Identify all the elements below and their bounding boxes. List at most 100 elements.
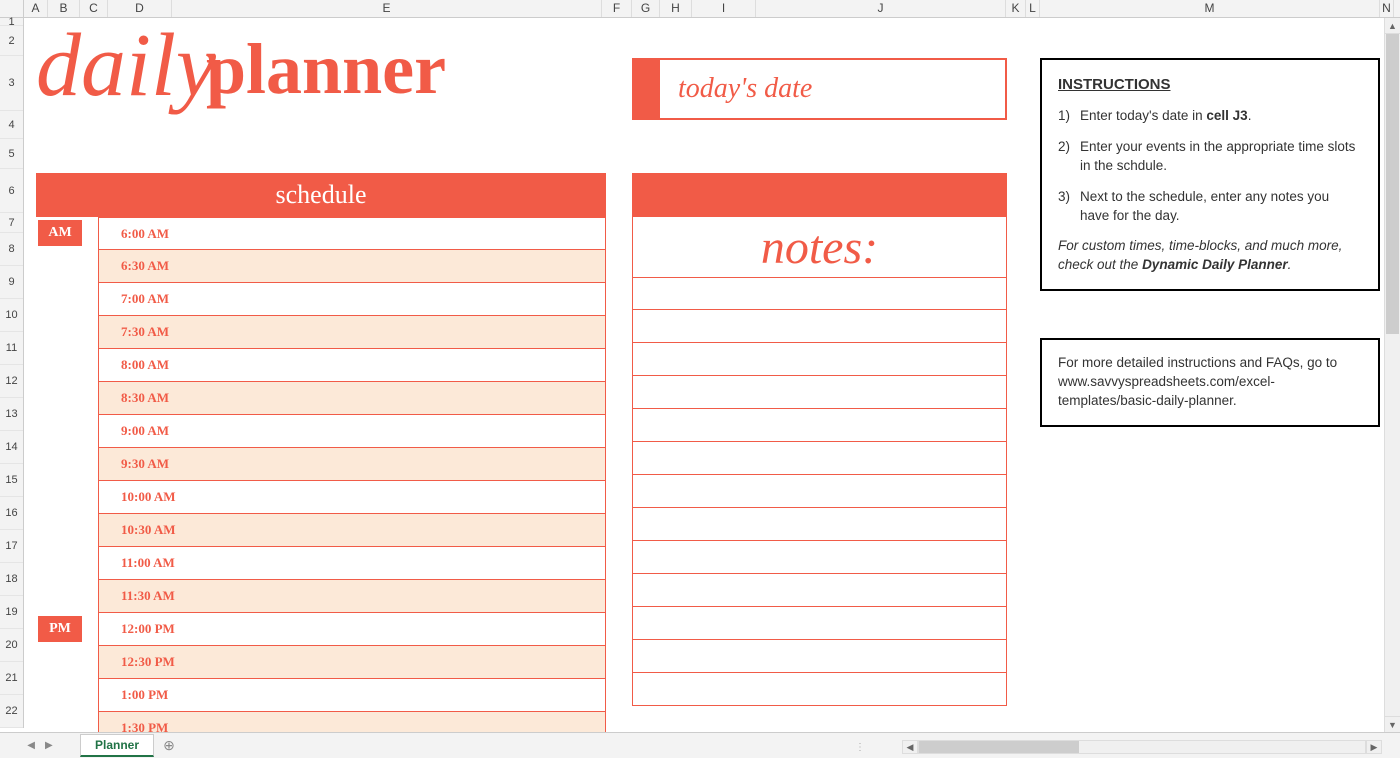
row-header-15[interactable]: 15 <box>0 464 23 497</box>
horizontal-scrollbar[interactable]: ◀ ▶ <box>902 738 1382 756</box>
notes-lines[interactable] <box>632 277 1007 706</box>
col-header-H[interactable]: H <box>660 0 692 17</box>
worksheet-area[interactable]: daily planner today's date schedule AM6:… <box>24 18 1384 732</box>
schedule-row[interactable]: 11:30 AM <box>36 580 606 613</box>
time-slot[interactable]: 10:30 AM <box>98 514 606 547</box>
col-header-F[interactable]: F <box>602 0 632 17</box>
row-header-17[interactable]: 17 <box>0 530 23 563</box>
note-line[interactable] <box>632 442 1007 475</box>
hscroll-thumb[interactable] <box>919 741 1079 753</box>
schedule-row[interactable]: 10:00 AM <box>36 481 606 514</box>
note-line[interactable] <box>632 409 1007 442</box>
col-header-M[interactable]: M <box>1040 0 1380 17</box>
note-line[interactable] <box>632 508 1007 541</box>
row-header-2[interactable]: 2 <box>0 26 23 56</box>
time-slot[interactable]: 9:00 AM <box>98 415 606 448</box>
row-header-22[interactable]: 22 <box>0 695 23 728</box>
time-slot[interactable]: 11:00 AM <box>98 547 606 580</box>
row-header-6[interactable]: 6 <box>0 169 23 213</box>
time-slot[interactable]: 12:00 PM <box>98 613 606 646</box>
col-header-C[interactable]: C <box>80 0 108 17</box>
vertical-scrollbar[interactable]: ▲ ▼ <box>1384 18 1400 732</box>
schedule-row[interactable]: 11:00 AM <box>36 547 606 580</box>
schedule-row[interactable]: AM6:00 AM <box>36 217 606 250</box>
row-header-12[interactable]: 12 <box>0 365 23 398</box>
row-header-21[interactable]: 21 <box>0 662 23 695</box>
schedule-row[interactable]: 6:30 AM <box>36 250 606 283</box>
hscroll-track[interactable] <box>918 740 1366 754</box>
note-line[interactable] <box>632 376 1007 409</box>
time-slot[interactable]: 6:30 AM <box>98 250 606 283</box>
date-box[interactable]: today's date <box>632 58 1007 120</box>
row-header-3[interactable]: 3 <box>0 56 23 111</box>
note-line[interactable] <box>632 541 1007 574</box>
note-line[interactable] <box>632 607 1007 640</box>
select-all-cell[interactable] <box>0 0 24 17</box>
time-slot[interactable]: 10:00 AM <box>98 481 606 514</box>
time-slot[interactable]: 9:30 AM <box>98 448 606 481</box>
schedule-row[interactable]: 10:30 AM <box>36 514 606 547</box>
row-header-11[interactable]: 11 <box>0 332 23 365</box>
row-header-1[interactable]: 1 <box>0 18 23 26</box>
hscroll-right-button[interactable]: ▶ <box>1366 740 1382 754</box>
row-header-16[interactable]: 16 <box>0 497 23 530</box>
add-sheet-button[interactable]: ⊕ <box>154 737 184 754</box>
tab-prev-icon[interactable]: ◀ <box>27 740 35 751</box>
time-slot[interactable]: 7:30 AM <box>98 316 606 349</box>
schedule-row[interactable]: 1:30 PM <box>36 712 606 732</box>
note-line[interactable] <box>632 475 1007 508</box>
time-slot[interactable]: 1:00 PM <box>98 679 606 712</box>
col-header-N[interactable]: N <box>1380 0 1394 17</box>
col-header-A[interactable]: A <box>24 0 48 17</box>
row-header-14[interactable]: 14 <box>0 431 23 464</box>
col-header-D[interactable]: D <box>108 0 172 17</box>
note-line[interactable] <box>632 574 1007 607</box>
row-header-20[interactable]: 20 <box>0 629 23 662</box>
hscroll-left-button[interactable]: ◀ <box>902 740 918 754</box>
note-line[interactable] <box>632 640 1007 673</box>
tab-nav-arrows[interactable]: ◀ ▶ <box>0 740 80 751</box>
time-slot[interactable]: 8:00 AM <box>98 349 606 382</box>
schedule-row[interactable]: 9:30 AM <box>36 448 606 481</box>
col-header-B[interactable]: B <box>48 0 80 17</box>
note-line[interactable] <box>632 310 1007 343</box>
col-header-G[interactable]: G <box>632 0 660 17</box>
sheet-tab-planner[interactable]: Planner <box>80 734 154 757</box>
row-header-4[interactable]: 4 <box>0 111 23 139</box>
schedule-row[interactable]: 8:00 AM <box>36 349 606 382</box>
row-header-13[interactable]: 13 <box>0 398 23 431</box>
col-header-I[interactable]: I <box>692 0 756 17</box>
schedule-row[interactable]: 12:30 PM <box>36 646 606 679</box>
schedule-row[interactable]: 7:30 AM <box>36 316 606 349</box>
scroll-down-button[interactable]: ▼ <box>1385 716 1400 732</box>
row-header-7[interactable]: 7 <box>0 213 23 233</box>
col-header-E[interactable]: E <box>172 0 602 17</box>
time-slot[interactable]: 8:30 AM <box>98 382 606 415</box>
schedule-row[interactable]: PM12:00 PM <box>36 613 606 646</box>
note-line[interactable] <box>632 277 1007 310</box>
row-header-19[interactable]: 19 <box>0 596 23 629</box>
row-header-10[interactable]: 10 <box>0 299 23 332</box>
time-slot[interactable]: 6:00 AM <box>98 217 606 250</box>
schedule-row[interactable]: 7:00 AM <box>36 283 606 316</box>
note-line[interactable] <box>632 673 1007 706</box>
scroll-up-button[interactable]: ▲ <box>1385 18 1400 34</box>
col-header-K[interactable]: K <box>1006 0 1026 17</box>
col-header-J[interactable]: J <box>756 0 1006 17</box>
vscroll-thumb[interactable] <box>1386 34 1399 334</box>
tab-next-icon[interactable]: ▶ <box>45 740 53 751</box>
row-header-9[interactable]: 9 <box>0 266 23 299</box>
tab-splitter[interactable]: ⋮ <box>855 742 866 753</box>
time-slot[interactable]: 1:30 PM <box>98 712 606 732</box>
schedule-row[interactable]: 1:00 PM <box>36 679 606 712</box>
schedule-row[interactable]: 8:30 AM <box>36 382 606 415</box>
time-slot[interactable]: 12:30 PM <box>98 646 606 679</box>
schedule-row[interactable]: 9:00 AM <box>36 415 606 448</box>
row-header-5[interactable]: 5 <box>0 139 23 169</box>
row-header-18[interactable]: 18 <box>0 563 23 596</box>
note-line[interactable] <box>632 343 1007 376</box>
time-slot[interactable]: 11:30 AM <box>98 580 606 613</box>
time-slot[interactable]: 7:00 AM <box>98 283 606 316</box>
col-header-L[interactable]: L <box>1026 0 1040 17</box>
row-header-8[interactable]: 8 <box>0 233 23 266</box>
